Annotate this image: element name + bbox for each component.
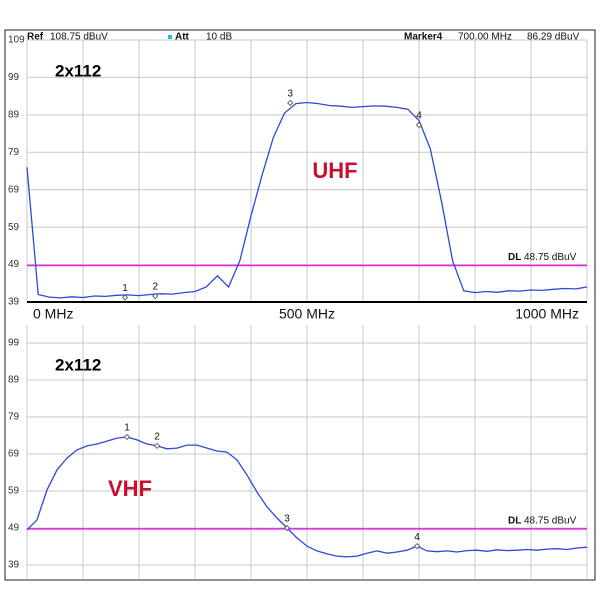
marker-label: 4	[416, 111, 422, 122]
y-tick-label: 69	[8, 449, 20, 460]
chart-title: 2x112	[55, 355, 101, 374]
marker	[152, 292, 159, 300]
y-tick-label: 59	[8, 486, 20, 497]
chart-title: 2x112	[55, 61, 101, 80]
y-tick-label: 99	[8, 72, 20, 83]
marker	[121, 294, 129, 301]
y-tick-label: 99	[8, 338, 20, 349]
y-tick-label: 109	[8, 35, 25, 46]
y-tick-label: 89	[8, 375, 20, 386]
marker-label: 2	[152, 282, 158, 293]
band-label: VHF	[108, 476, 152, 501]
att-label: Att	[175, 32, 190, 43]
marker	[413, 543, 421, 550]
y-tick-label: 49	[8, 259, 20, 270]
att-icon	[168, 35, 172, 39]
band-label: UHF	[312, 158, 357, 183]
display-line-name: DL	[508, 252, 521, 263]
trace	[26, 436, 588, 558]
marker-label: 1	[122, 283, 128, 294]
att-value: 10 dB	[206, 32, 232, 43]
ref-label: Ref	[27, 32, 44, 43]
trace	[26, 101, 588, 299]
marker	[287, 99, 294, 106]
marker	[283, 524, 291, 532]
y-tick-label: 79	[8, 412, 20, 423]
display-line-label: 48.75 dBuV	[524, 516, 577, 527]
x-tick-label: 0 MHz	[33, 306, 73, 322]
frame	[4, 29, 596, 581]
marker-label: 4	[414, 532, 420, 543]
ref-value: 108.75 dBuV	[50, 32, 108, 43]
marker-label: 1	[124, 423, 130, 434]
y-tick-label: 39	[8, 297, 20, 308]
marker-label: Marker4	[404, 32, 443, 43]
y-tick-label: 39	[8, 560, 20, 571]
y-tick-label: 59	[8, 222, 20, 233]
y-tick-label: 49	[8, 523, 20, 534]
x-tick-label: 1000 MHz	[515, 306, 579, 322]
x-tick-label: 500 MHz	[279, 306, 335, 322]
marker-label: 3	[284, 514, 290, 525]
y-tick-label: 69	[8, 184, 20, 195]
marker-label: 3	[287, 89, 293, 100]
y-tick-label: 79	[8, 147, 20, 158]
display-line-label: 48.75 dBuV	[524, 252, 577, 263]
display-line-name: DL	[508, 516, 521, 527]
marker-level: 86.29 dBuV	[527, 32, 580, 43]
marker	[153, 442, 161, 449]
y-tick-label: 89	[8, 109, 20, 120]
marker	[415, 121, 423, 129]
marker-freq: 700.00 MHz	[458, 32, 512, 43]
marker	[123, 433, 131, 441]
marker-label: 2	[154, 432, 160, 443]
